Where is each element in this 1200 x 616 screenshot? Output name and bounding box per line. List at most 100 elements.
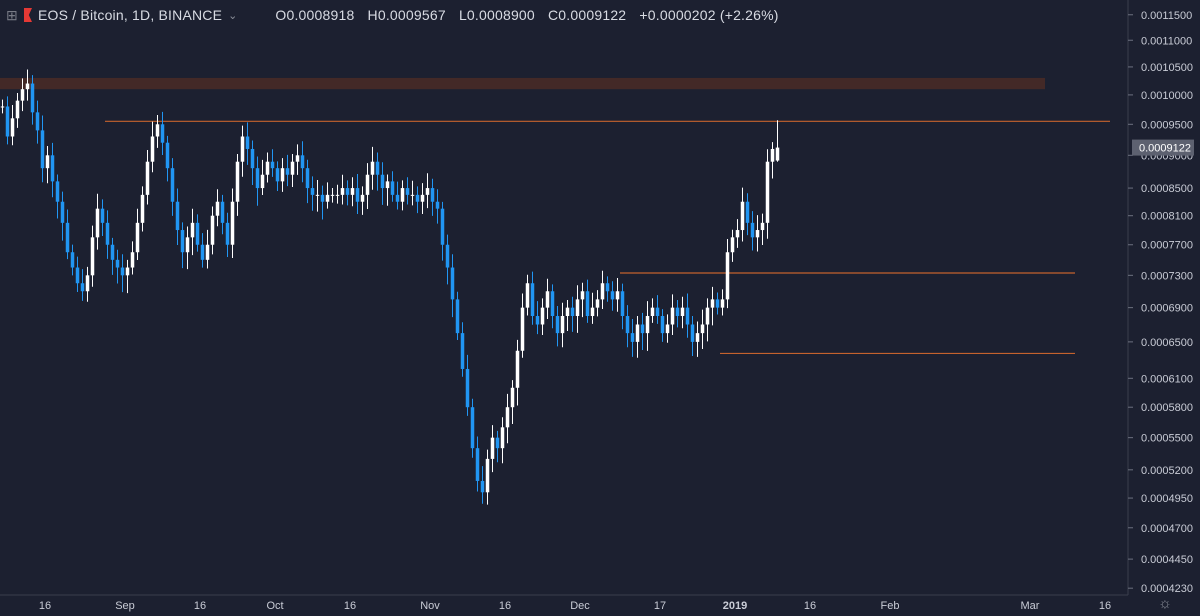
candle-body: [120, 267, 125, 276]
price-axis-tick-label: 0.0008500: [1141, 183, 1193, 195]
settings-icon[interactable]: ☼: [1158, 595, 1172, 612]
candle-body: [480, 480, 485, 493]
price-axis-tick-label: 0.0007300: [1141, 270, 1193, 282]
price-axis-tick-label: 0.0004230: [1141, 583, 1193, 595]
candle-body: [770, 148, 775, 162]
high-value: H0.0009567: [367, 7, 446, 23]
candle-body: [425, 188, 430, 195]
candle-body: [705, 307, 710, 325]
candle-body: [50, 155, 55, 182]
candle-body: [95, 208, 100, 238]
candle-body: [620, 291, 625, 317]
candle-body: [430, 188, 435, 202]
candle-body: [25, 83, 30, 90]
candle-body: [190, 222, 195, 238]
candle-body: [55, 181, 60, 202]
price-axis-tick-label: 0.0005200: [1141, 465, 1193, 477]
candle-body: [115, 259, 120, 268]
time-axis-tick-label: Oct: [266, 600, 283, 612]
price-axis-tick-label: 0.0009500: [1141, 119, 1193, 131]
candle-body: [255, 168, 260, 189]
symbol-title[interactable]: EOS / Bitcoin, 1D, BINANCE: [38, 7, 223, 23]
price-axis[interactable]: 0.0011500 0.0011000 0.0010500 0.0010000 0.00…: [1127, 0, 1193, 595]
last-price-marker: 0.0009122: [1132, 139, 1194, 156]
candle-body: [360, 194, 365, 202]
last-candle-body: [775, 147, 780, 161]
candle-body: [400, 188, 405, 202]
candle-body: [670, 307, 675, 325]
candle-body: [370, 161, 375, 175]
candle-body: [75, 267, 80, 284]
candle-body: [100, 208, 105, 223]
candle-body: [270, 161, 275, 169]
candle-body: [320, 194, 325, 202]
candle-body: [540, 307, 545, 325]
candle-body: [60, 201, 65, 223]
candle-body: [30, 83, 35, 113]
candle-body: [125, 267, 130, 276]
time-axis-tick-label: 16: [344, 600, 356, 612]
candle-body: [720, 299, 725, 308]
candle-body: [135, 222, 140, 253]
candle-body: [445, 244, 450, 268]
candle-body: [420, 194, 425, 202]
price-axis-tick-label: 0.0004950: [1141, 493, 1193, 505]
candle-body: [520, 307, 525, 351]
candle-body: [580, 291, 585, 300]
candle-body: [440, 208, 445, 245]
candle-body: [650, 307, 655, 317]
candle-body: [625, 316, 630, 334]
candle-body: [675, 307, 680, 317]
candle-body: [585, 291, 590, 317]
candle-body: [40, 130, 45, 169]
candle-body: [180, 230, 185, 253]
candle-body: [470, 407, 475, 449]
candle-body: [390, 181, 395, 195]
candle-body: [305, 168, 310, 189]
candle-body: [735, 230, 740, 238]
price-axis-tick-label: 0.0006100: [1141, 373, 1193, 385]
chevron-down-icon[interactable]: ⌄: [228, 9, 238, 22]
candle-body: [645, 316, 650, 334]
candle-body: [555, 316, 560, 334]
candle-body: [155, 124, 160, 137]
time-axis[interactable]: 16 Sep 16 Oct 16 Nov 16 Dec 17 2019 16 Feb Mar 16: [0, 594, 1128, 612]
candle-body: [685, 307, 690, 325]
candle-body: [330, 194, 335, 196]
candle-body: [345, 188, 350, 195]
candle-body: [575, 299, 580, 317]
candle-body: [205, 244, 210, 260]
candle-body: [160, 124, 165, 143]
candle-body: [280, 168, 285, 182]
candle-body: [380, 174, 385, 189]
candle-body: [5, 106, 10, 137]
candle-body: [110, 244, 115, 260]
time-axis-tick-label: Mar: [1021, 600, 1040, 612]
candle-body: [150, 136, 155, 162]
candle-body: [290, 161, 295, 175]
candle-body: [505, 407, 510, 428]
ohlc-values: O0.0008918 H0.0009567 L0.0008900 C0.0009…: [275, 7, 787, 23]
resistance-zone-layer: [0, 77, 1045, 90]
candle-body: [340, 188, 345, 195]
level-lines-layer: [105, 120, 1110, 355]
change-value: +0.0000202 (+2.26%): [639, 7, 779, 23]
candle-body: [715, 299, 720, 308]
price-axis-tick-label: 0.0006500: [1141, 337, 1193, 349]
candle-body: [90, 237, 95, 276]
candle-body: [315, 194, 320, 196]
candle-body: [760, 222, 765, 231]
candle-body: [130, 252, 135, 268]
exchange-flag-icon: [24, 8, 32, 22]
price-axis-tick-label: 0.0004450: [1141, 554, 1193, 566]
candle-body: [20, 89, 25, 101]
candle-body: [295, 155, 300, 162]
candle-body: [275, 168, 280, 182]
crosshair-icon[interactable]: ⊞: [6, 7, 18, 23]
candle-body: [570, 307, 575, 317]
candle-body: [730, 237, 735, 253]
candle-body: [485, 458, 490, 493]
price-axis-tick-label: 0.0008100: [1141, 211, 1193, 223]
candle-body: [750, 222, 755, 238]
